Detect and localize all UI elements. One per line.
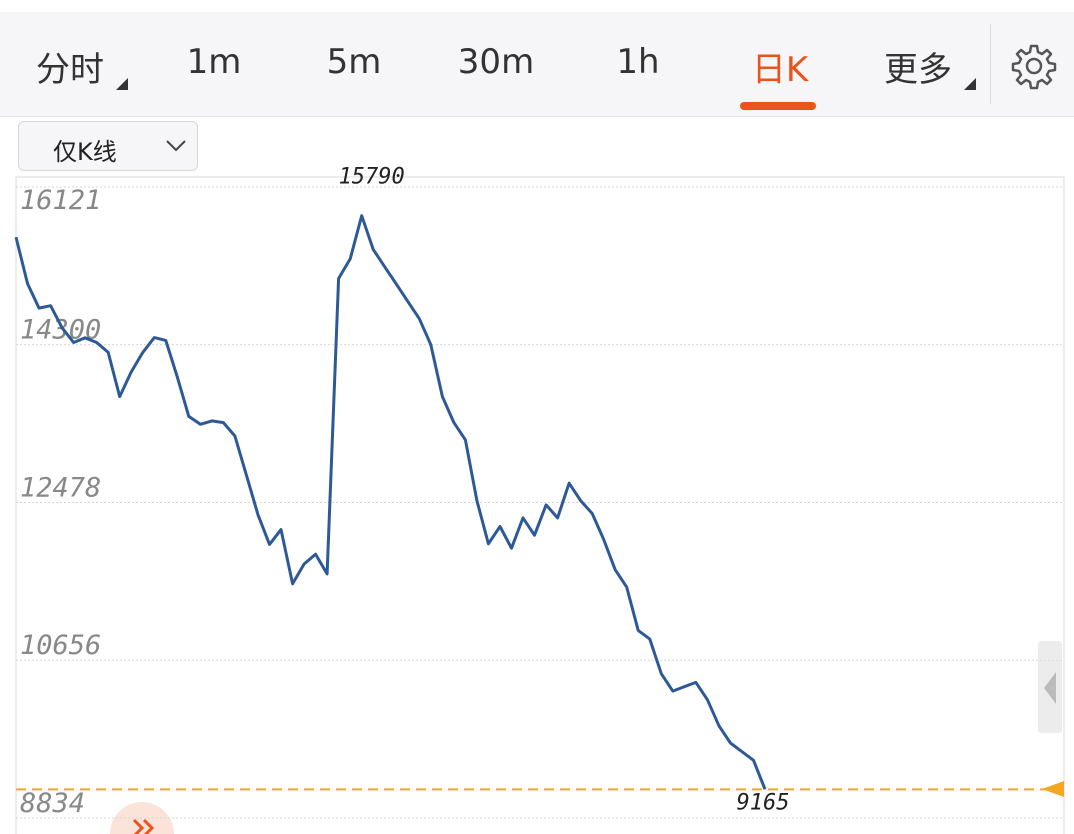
y-tick-label: 10656 [20,630,101,661]
tab-bar: 分时 1m 5m 30m 1h 日K 更多 [0,12,1074,117]
tab[interactable]: 5m [326,42,382,82]
chevron [166,140,186,152]
settings-icon[interactable] [1010,42,1058,90]
y-tick-label: 16121 [20,185,101,216]
price-marker [1042,781,1064,797]
y-tick-label: 8834 [20,788,85,819]
tab[interactable]: 30m [457,42,535,82]
tab[interactable]: 1m [186,42,242,82]
max-label: 15790 [339,165,405,190]
tab[interactable]: 1h [616,42,660,82]
handle-arrow [1044,672,1056,704]
min-label: 9165 [737,790,790,815]
tab[interactable]: 更多 [884,50,952,90]
tab[interactable]: 分时 [36,50,104,90]
price-line [14,214,767,790]
dropdown-label: 仅K线 [53,138,117,166]
chart-frame [15,176,1065,834]
scroll-arrows [132,818,155,834]
dropdown[interactable]: 仅K线 [18,121,198,171]
y-tick-label: 12478 [20,472,101,503]
separator [990,24,991,104]
tab[interactable]: 日K [751,50,809,90]
tab-underline [740,102,816,110]
tab-corner [116,78,128,90]
y-tick-label: 14300 [20,315,101,346]
tab-corner [964,78,976,90]
